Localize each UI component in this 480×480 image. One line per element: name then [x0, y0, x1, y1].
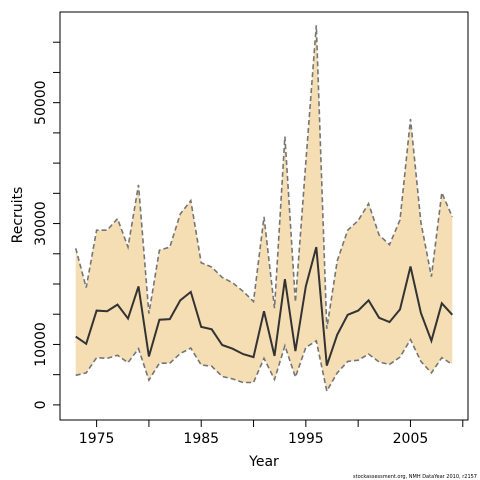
- x-axis-title: Year: [248, 454, 279, 470]
- y-tick-label: 30000: [33, 201, 49, 246]
- upper-bound-line: [74, 25, 454, 329]
- y-axis-title: Recruits: [10, 187, 26, 244]
- x-tick-label: 2005: [393, 431, 429, 447]
- x-axis: 1975 1985 1995 2005: [79, 419, 464, 447]
- confidence-band: [75, 25, 453, 392]
- x-tick-label: 1995: [288, 431, 324, 447]
- x-tick-label: 1975: [79, 431, 115, 447]
- x-tick-label: 1985: [183, 431, 219, 447]
- y-tick-label: 0: [33, 400, 49, 409]
- lower-bound-line: [75, 337, 453, 394]
- estimate-line: [75, 246, 454, 366]
- y-axis: 0 10000 30000 50000: [33, 41, 61, 409]
- footer-note: stockassessment.org, NMH DataYear 2010, …: [353, 474, 477, 480]
- y-tick-label: 50000: [33, 80, 49, 125]
- estimate-line-layer: [74, 25, 454, 394]
- y-tick-label: 10000: [33, 322, 49, 367]
- confidence-band-layer: [75, 25, 453, 392]
